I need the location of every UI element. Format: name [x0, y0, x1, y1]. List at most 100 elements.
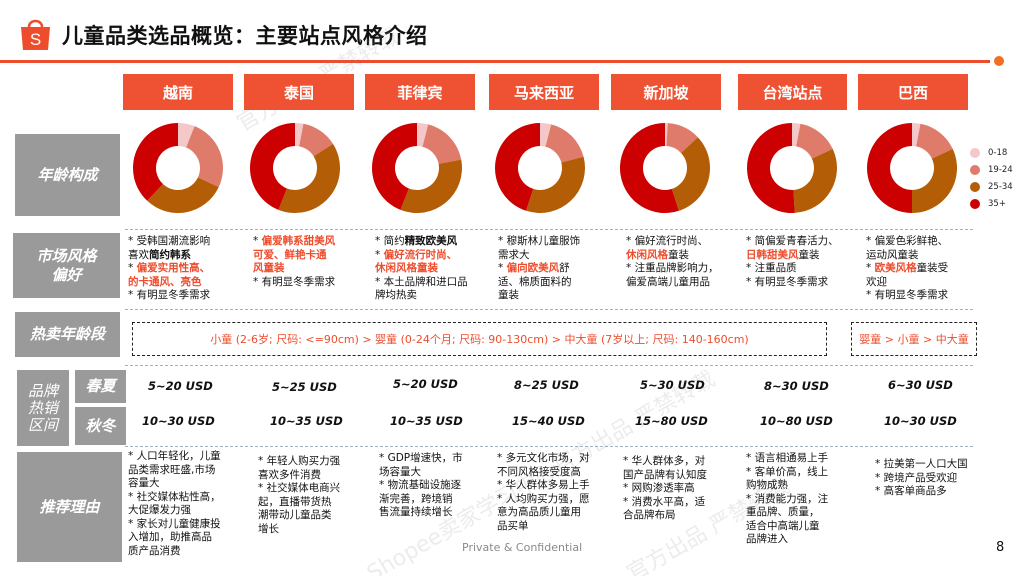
text-line: 适合中高端儿童 [746, 519, 820, 532]
text-line: * 有明显冬季需求 [253, 275, 336, 288]
text-line: 欢迎 [866, 275, 887, 288]
donut-segment [540, 123, 552, 147]
chart-legend: 0-18 19-24 25-34 35+ [970, 144, 1013, 212]
text-line: * 消费能力强，注 [746, 492, 829, 505]
donut-segment [746, 123, 795, 213]
donut-segment [792, 123, 801, 147]
donut-segment [526, 156, 585, 213]
row-label-age: 年龄构成 [15, 134, 120, 216]
donut-chart-taiwan [746, 123, 837, 213]
legend-label: 19-24 [988, 164, 1013, 175]
row-label-style: 市场风格 偏好 [13, 233, 120, 298]
price-aw-singapore: 15~80 USD [635, 414, 708, 428]
text-line: * 简约精致欧美风 [375, 235, 458, 247]
donut-segment [912, 148, 957, 213]
text-line: 品牌进入 [746, 533, 788, 545]
donut-chart-philippines [372, 123, 462, 213]
row-label-reasons: 推荐理由 [17, 452, 122, 562]
donut-chart-brazil [867, 123, 957, 213]
text-line: * 偏向欧美风舒 [498, 262, 570, 274]
price-aw-taiwan: 10~80 USD [760, 414, 833, 428]
text-line: * 语言相通易上手 [746, 452, 829, 464]
donut-segment [867, 123, 912, 213]
donut-segment [620, 123, 679, 213]
text-line: * 简偏爱青春活力、 [746, 235, 839, 247]
donut-chart-vietnam [133, 123, 223, 213]
text-line: * 人口年轻化，儿童 [128, 450, 221, 462]
donut-segment [417, 123, 429, 147]
legend-item: 25-34 [970, 178, 1013, 195]
text-line: 渐完善，跨境销 [379, 492, 453, 505]
style-cell-philippines: * 简约精致欧美风 * 偏好流行时尚、 休闲风格童装 * 本土品牌和进口品 牌均热卖 [375, 235, 493, 303]
style-cell-vietnam: * 受韩国潮流影响 喜欢简约韩系 * 偏爱实用性高、 的卡通风、亮色 * 有明显冬季需求 [128, 235, 246, 303]
text-line: 合品牌布局 [623, 509, 676, 521]
text-line: 喜欢多件消费 [258, 468, 321, 481]
text-line: 休闲风格童装 [375, 262, 438, 274]
row-label-autumn-winter: 秋冬 [75, 407, 126, 445]
title-divider-dot [994, 56, 1004, 66]
hot-age-box-main: 小童 (2-6岁; 尺码: <=90cm) > 婴童 (0-24个月; 尺码: … [132, 322, 827, 356]
text-line: * 偏好流行时尚、 [375, 248, 458, 261]
text-line: * 消费水平高，适 [623, 495, 706, 508]
text-line: 偏爱高端儿童用品 [626, 275, 710, 288]
donut-segment [147, 177, 219, 213]
legend-dot-icon [970, 181, 980, 192]
text-line: * 有明显冬季需求 [746, 275, 829, 288]
text-line: * 偏爱色彩鲜艳、 [866, 235, 949, 247]
text-line: 不同风格接受度高 [497, 465, 581, 478]
price-ss-thailand: 5~25 USD [272, 380, 337, 394]
text-line: 潮带动儿童品类 [258, 509, 332, 521]
price-ss-singapore: 5~30 USD [640, 378, 705, 392]
donut-segment [912, 123, 921, 147]
text-line: * 客单价高，线上 [746, 465, 829, 478]
text-line: * 本土品牌和进口品 [375, 275, 468, 288]
donut-segment [796, 123, 833, 159]
style-cell-malaysia: * 穆斯林儿童服饰 需求大 * 偏向欧美风舒 适、棉质面料的 童装 [498, 235, 616, 303]
text-line: 容量大 [128, 477, 160, 489]
donut-segment [278, 143, 340, 213]
reasons-cell-singapore: * 华人群体多，对 国产品牌有认知度 * 网购渗透率高 * 消费水平高，适 合品牌布局 [623, 455, 741, 523]
donut-chart-thailand [250, 123, 340, 213]
row-label-price: 品牌 热销 区间 [17, 370, 69, 446]
price-aw-philippines: 10~35 USD [390, 414, 463, 428]
confidential-label: Private & Confidential [462, 541, 583, 554]
text-line: * 社交媒体电商兴 [258, 482, 341, 494]
donut-segment [793, 148, 837, 213]
donut-segment [545, 124, 584, 163]
text-line: * 物流基础设施逐 [379, 479, 462, 491]
text-line: * 人均购买力强，愿 [497, 492, 590, 505]
style-cell-singapore: * 偏好流行时尚、 休闲风格童装 * 注重品牌影响力， 偏爱高端儿童用品 [626, 235, 744, 289]
text-line: * 年轻人购买力强 [258, 455, 341, 467]
donut-segment [422, 124, 462, 164]
text-line: 品买单 [497, 519, 529, 532]
legend-label: 25-34 [988, 181, 1013, 192]
price-ss-brazil: 6~30 USD [888, 378, 953, 392]
text-line: * 注重品质 [746, 262, 797, 274]
text-line: 需求大 [498, 248, 530, 261]
row-label-style-line1: 市场风格 [36, 246, 97, 265]
legend-dot-icon [970, 147, 980, 158]
text-line: 童装 [498, 289, 519, 301]
text-line: 入增加，助推高品 [128, 531, 212, 543]
text-line: * 欧美风格童装受 [866, 262, 949, 274]
text-line: * 有明显冬季需求 [128, 289, 211, 301]
donut-segment [372, 123, 417, 210]
price-aw-malaysia: 15~40 USD [512, 414, 585, 428]
text-line: * 穆斯林儿童服饰 [498, 235, 581, 247]
price-ss-philippines: 5~20 USD [393, 377, 458, 391]
legend-dot-icon [970, 198, 980, 209]
text-line: * GDP增速快，市 [379, 452, 463, 464]
donut-segment [133, 123, 178, 201]
row-separator [125, 309, 973, 310]
text-line: 购物成熟 [746, 479, 788, 491]
row-label-style-line2: 偏好 [51, 265, 82, 284]
site-header-vietnam: 越南 [123, 74, 233, 110]
donut-segment [178, 123, 195, 148]
legend-item: 0-18 [970, 144, 1013, 161]
style-cell-brazil: * 偏爱色彩鲜艳、 运动风童装 * 欧美风格童装受 欢迎 * 有明显冬季需求 [866, 235, 976, 303]
site-header-singapore: 新加坡 [611, 74, 721, 110]
site-header-philippines: 菲律宾 [365, 74, 475, 110]
page-number: 8 [996, 540, 1005, 555]
text-line: 质产品消费 [128, 544, 181, 557]
text-line: 喜欢简约韩系 [128, 248, 191, 261]
